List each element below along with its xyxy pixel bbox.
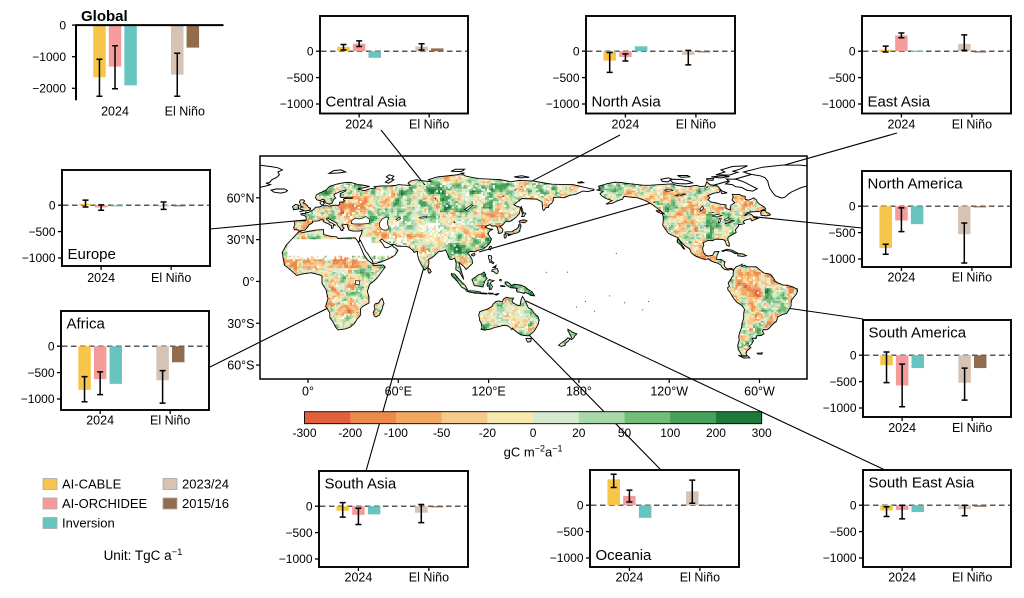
svg-text:200: 200 [706, 426, 726, 440]
svg-text:2024: 2024 [888, 118, 916, 132]
svg-text:0: 0 [59, 18, 66, 32]
svg-text:El Niño: El Niño [680, 571, 720, 585]
svg-text:El Niño: El Niño [150, 414, 190, 428]
svg-text:0: 0 [307, 44, 314, 58]
svg-text:300: 300 [752, 426, 772, 440]
svg-text:Inversion: Inversion [62, 516, 115, 531]
svg-text:−1000: −1000 [546, 97, 580, 111]
svg-text:0: 0 [849, 44, 856, 58]
svg-text:2024: 2024 [888, 421, 916, 435]
svg-text:El Niño: El Niño [952, 118, 992, 132]
svg-text:El Niño: El Niño [952, 421, 992, 435]
svg-text:2015/16: 2015/16 [182, 496, 229, 511]
svg-text:AI-CABLE: AI-CABLE [62, 477, 122, 492]
svg-text:2024: 2024 [888, 571, 916, 585]
svg-text:−500: −500 [286, 71, 313, 85]
svg-text:100: 100 [660, 426, 680, 440]
svg-text:−1000: −1000 [823, 551, 857, 565]
svg-text:El Niño: El Niño [409, 571, 449, 585]
svg-text:El Niño: El Niño [151, 271, 191, 285]
svg-text:-100: -100 [384, 426, 408, 440]
svg-text:South Asia: South Asia [325, 476, 397, 493]
svg-text:60°E: 60°E [385, 385, 412, 399]
svg-text:El Niño: El Niño [409, 118, 449, 132]
svg-text:30°N: 30°N [227, 233, 255, 247]
svg-text:2024: 2024 [888, 271, 916, 285]
svg-text:South East Asia: South East Asia [869, 475, 976, 492]
svg-text:−500: −500 [552, 71, 579, 85]
svg-text:−2000: −2000 [32, 82, 66, 96]
svg-text:2024: 2024 [101, 105, 129, 119]
svg-text:2024: 2024 [345, 571, 373, 585]
svg-text:0: 0 [850, 348, 857, 362]
svg-text:2024: 2024 [86, 414, 114, 428]
svg-text:AI-ORCHIDEE: AI-ORCHIDEE [62, 496, 148, 511]
svg-text:Global: Global [81, 8, 128, 25]
svg-text:0: 0 [577, 498, 584, 512]
svg-text:−500: −500 [828, 71, 855, 85]
svg-text:0: 0 [306, 499, 313, 513]
svg-text:North Asia: North Asia [592, 94, 662, 111]
svg-text:−500: −500 [285, 526, 312, 540]
svg-text:2023/24: 2023/24 [182, 477, 229, 492]
svg-text:120°E: 120°E [471, 385, 505, 399]
svg-text:0: 0 [850, 498, 857, 512]
svg-text:-200: -200 [338, 426, 362, 440]
svg-text:0: 0 [49, 198, 56, 212]
svg-text:2024: 2024 [345, 118, 373, 132]
svg-text:−1000: −1000 [279, 552, 313, 566]
svg-text:0: 0 [573, 44, 580, 58]
svg-text:Oceania: Oceania [596, 547, 653, 564]
svg-text:−1000: −1000 [32, 50, 66, 64]
svg-text:−500: −500 [556, 525, 583, 539]
svg-text:−1000: −1000 [280, 97, 314, 111]
svg-text:−500: −500 [829, 375, 856, 389]
svg-text:−1000: −1000 [822, 97, 856, 111]
svg-text:Europe: Europe [68, 246, 116, 263]
svg-text:0°: 0° [243, 275, 255, 289]
svg-text:−1000: −1000 [21, 392, 55, 406]
svg-text:−500: −500 [28, 225, 55, 239]
svg-text:-50: -50 [433, 426, 451, 440]
svg-text:-300: -300 [292, 426, 316, 440]
svg-text:2024: 2024 [612, 118, 640, 132]
svg-text:180°: 180° [566, 385, 592, 399]
svg-text:El Niño: El Niño [952, 271, 992, 285]
svg-text:−1000: −1000 [823, 401, 857, 415]
svg-text:2024: 2024 [87, 271, 115, 285]
svg-text:0: 0 [48, 339, 55, 353]
svg-text:East Asia: East Asia [868, 94, 931, 111]
svg-text:2024: 2024 [616, 571, 644, 585]
svg-text:−500: −500 [829, 525, 856, 539]
svg-text:60°W: 60°W [744, 385, 775, 399]
svg-text:North America: North America [868, 176, 964, 193]
svg-text:0°: 0° [302, 385, 314, 399]
svg-text:20: 20 [572, 426, 586, 440]
svg-text:0: 0 [849, 199, 856, 213]
svg-text:El Niño: El Niño [952, 571, 992, 585]
svg-text:Unit: TgC a−1: Unit: TgC a−1 [104, 547, 183, 564]
svg-text:120°W: 120°W [650, 385, 688, 399]
svg-text:−500: −500 [27, 366, 54, 380]
svg-text:60°N: 60°N [227, 191, 255, 205]
svg-text:0: 0 [530, 426, 537, 440]
svg-text:−1000: −1000 [22, 251, 56, 265]
svg-text:−1000: −1000 [822, 252, 856, 266]
svg-text:50: 50 [618, 426, 632, 440]
svg-text:South America: South America [869, 325, 967, 342]
svg-text:30°S: 30°S [227, 317, 254, 331]
svg-text:gC m−2a−1: gC m−2a−1 [504, 444, 563, 460]
svg-text:Central Asia: Central Asia [326, 94, 408, 111]
svg-text:60°S: 60°S [227, 359, 254, 373]
svg-text:El Niño: El Niño [676, 118, 716, 132]
svg-text:−500: −500 [828, 226, 855, 240]
svg-text:-20: -20 [479, 426, 497, 440]
svg-text:Africa: Africa [67, 316, 106, 333]
svg-text:El Niño: El Niño [165, 105, 205, 119]
svg-text:−1000: −1000 [550, 551, 584, 565]
